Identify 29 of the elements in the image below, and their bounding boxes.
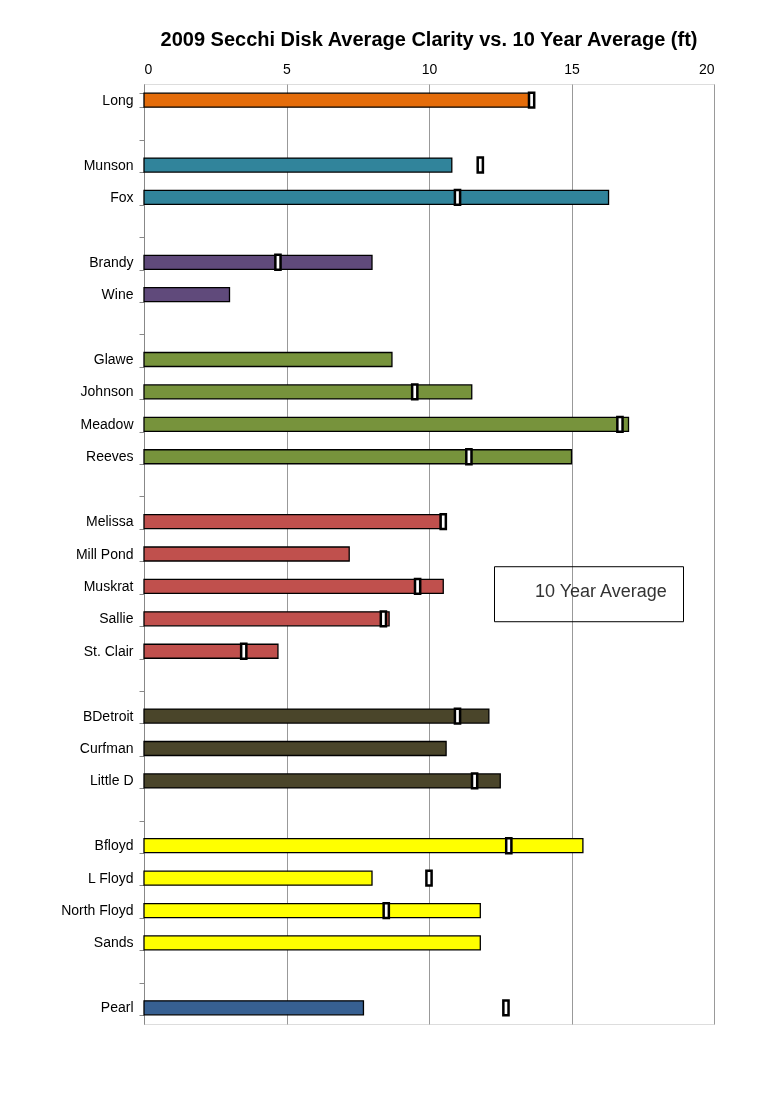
y-tick-label: Melissa [86,513,134,530]
y-tick-label: Muskrat [83,577,134,594]
y-tick-label: Glawe [93,351,134,368]
y-tick-label: Johnson [80,383,134,400]
y-tick-label: Fox [110,188,134,205]
y-tick-label: Sallie [99,610,134,627]
y-tick-label: Little D [89,772,134,789]
x-tick-label: 20 [698,60,715,77]
y-tick-label: BDetroit [82,707,134,724]
y-tick-label: St. Clair [83,642,134,659]
x-tick-label: 5 [283,60,292,77]
y-tick-label: Brandy [89,253,134,270]
y-tick-label: Curfman [79,739,134,756]
x-tick-label: 15 [564,60,580,77]
y-tick-label: Munson [83,156,134,173]
y-tick-label: Sands [93,934,134,951]
y-tick-label: Mill Pond [75,545,134,562]
y-tick-label: Meadow [80,415,135,432]
y-tick-label: Bfloyd [94,837,134,854]
x-tick-label: 10 [421,60,438,77]
y-tick-label: L Floyd [88,869,134,886]
x-tick-label: 0 [144,60,153,77]
y-tick-label: Wine [101,286,134,303]
y-tick-label: Pearl [100,999,134,1016]
y-tick-label: Reeves [86,448,134,465]
y-tick-label: Long [102,91,134,108]
chart-title: 2009 Secchi Disk Average Clarity vs. 10 Year Average (ft) [160,28,698,50]
text: 10 Year Average [535,580,667,601]
y-tick-label: North Floyd [61,902,134,919]
